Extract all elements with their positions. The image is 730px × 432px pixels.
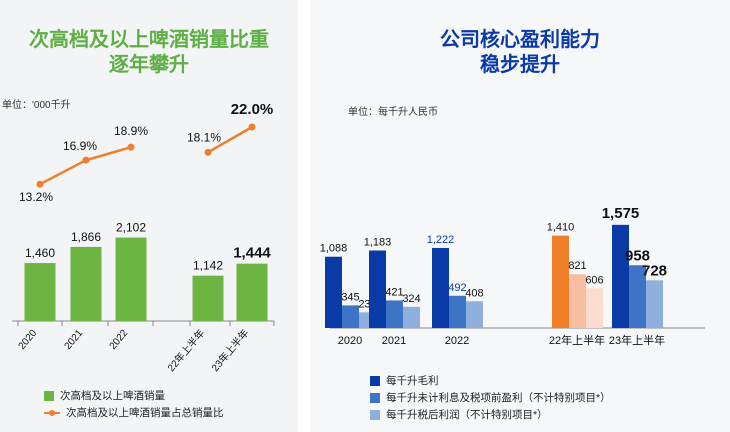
right-title-line1: 公司核心盈利能力 — [440, 29, 600, 51]
x-tick-label: 2021 — [382, 335, 406, 347]
bar-value-label: 324 — [402, 293, 420, 305]
legend-label: 次高档及以上啤酒销量 — [60, 390, 165, 402]
legend-swatch-light-blue — [370, 409, 380, 420]
bar-2021-series-2 — [403, 306, 420, 328]
bar-value-label: 1,183 — [364, 237, 392, 249]
right-panel — [310, 0, 730, 432]
bar-value-label: 1,088 — [320, 243, 348, 255]
x-tick-label: 23年上半年 — [208, 327, 251, 375]
legend-swatch-mid-blue — [370, 392, 380, 403]
line-value-label: 18.9% — [114, 124, 148, 138]
line-value-label: 16.9% — [63, 139, 97, 153]
left-legend: 次高档及以上啤酒销量 次高档及以上啤酒销量占总销量比 — [44, 387, 224, 421]
left-chart-title: 次高档及以上啤酒销量比重 逐年攀升 — [0, 28, 298, 78]
bar-value-label: 1,142 — [193, 259, 223, 273]
x-tick-label: 2021 — [63, 328, 86, 352]
right-chart: 1,08834523920201,18342132420211,22249240… — [320, 205, 705, 347]
bar-2020 — [24, 263, 56, 321]
line-value-label: 18.1% — [187, 130, 221, 144]
bar-2021-series-0 — [369, 250, 386, 328]
line-point-22年上半年 — [204, 148, 212, 156]
bar-2021 — [70, 246, 102, 321]
x-tick-label: 22年上半年 — [164, 327, 207, 375]
legend-swatch-green — [44, 390, 54, 401]
bar-2022-series-0 — [432, 247, 449, 328]
right-title-line2: 稳步提升 — [480, 54, 560, 76]
bar-22年上半年-series-1 — [569, 274, 586, 328]
legend-swatch-dark-blue — [370, 375, 380, 386]
legend-swatch-line — [44, 408, 60, 418]
bar-2022-series-2 — [466, 301, 483, 328]
line-point-2020 — [36, 180, 44, 188]
right-chart-title: 公司核心盈利能力 稳步提升 — [310, 28, 730, 78]
legend-item-line: 次高档及以上啤酒销量占总销量比 — [44, 404, 224, 421]
x-tick-label: 22年上半年 — [549, 333, 605, 347]
legend-label: 每千升税后利润（不计特别项目*） — [386, 409, 548, 421]
bar-value-label: 1,444 — [233, 245, 271, 262]
bar-value-label: 1,222 — [427, 234, 455, 246]
bar-2020-series-1 — [342, 305, 359, 328]
bar-value-label: 1,460 — [25, 246, 55, 260]
bar-value-label: 492 — [448, 282, 466, 294]
bar-value-label: 1,410 — [547, 222, 575, 234]
bar-value-label: 958 — [625, 247, 650, 264]
legend-label: 每千升毛利 — [386, 375, 439, 387]
x-tick-label: 23年上半年 — [609, 333, 665, 347]
left-title-line2: 逐年攀升 — [109, 54, 189, 76]
bar-22年上半年-series-2 — [586, 288, 603, 328]
bar-value-label: 728 — [642, 262, 667, 279]
bar-2020-series-0 — [325, 256, 342, 328]
legend-label: 每千升未计利息及税项前盈利（不计特别项目*） — [386, 392, 611, 404]
left-chart: 1,460 2020 1,866 2021 2,102 2022 1,142 22年上半年 1,… — [12, 101, 275, 375]
x-tick-label: 2020 — [17, 328, 40, 352]
bar-value-label: 1,575 — [602, 205, 640, 222]
bar-22年上半年-series-0 — [552, 235, 569, 328]
bar-23年上半年-series-1 — [629, 265, 646, 328]
line-point-23年上半年 — [248, 123, 256, 131]
bar-value-label: 345 — [341, 291, 359, 303]
line-point-2021 — [82, 156, 90, 164]
bar-23年上半年-series-2 — [646, 280, 663, 328]
x-tick-label: 2020 — [338, 335, 362, 347]
legend-item-bar: 次高档及以上啤酒销量 — [44, 387, 224, 404]
line-segment-1 — [207, 125, 253, 154]
right-legend: 每千升毛利 每千升未计利息及税项前盈利（不计特别项目*） 每千升税后利润（不计特… — [370, 372, 611, 423]
line-value-label: 22.0% — [231, 101, 274, 118]
bar-value-label: 2,102 — [116, 221, 146, 235]
bar-value-label: 421 — [385, 286, 403, 298]
left-unit-label: 单位：'000千升 — [2, 100, 71, 111]
left-title-line1: 次高档及以上啤酒销量比重 — [29, 29, 269, 51]
bar-2021-series-1 — [386, 300, 403, 328]
legend-item-gross: 每千升毛利 — [370, 372, 611, 389]
bar-value-label: 606 — [585, 274, 603, 286]
bar-2022 — [115, 237, 147, 321]
line-value-label: 13.2% — [19, 190, 53, 204]
bar-value-label: 1,866 — [71, 230, 101, 244]
x-tick-label: 2022 — [108, 328, 131, 352]
left-panel — [0, 0, 298, 432]
bar-23年上半年-series-0 — [612, 224, 629, 328]
bar-value-label: 408 — [465, 287, 483, 299]
x-tick-label: 2022 — [445, 335, 469, 347]
bar-2022-series-1 — [449, 295, 466, 328]
bar-23年上半年 — [236, 263, 268, 321]
line-point-2022 — [127, 143, 135, 151]
right-unit-label: 单位：每千升人民币 — [348, 107, 438, 118]
bar-22年上半年 — [192, 275, 224, 321]
legend-label: 次高档及以上啤酒销量占总销量比 — [66, 407, 224, 419]
legend-item-net: 每千升税后利润（不计特别项目*） — [370, 406, 611, 423]
legend-item-ebit: 每千升未计利息及税项前盈利（不计特别项目*） — [370, 389, 611, 406]
bar-value-label: 821 — [568, 260, 586, 272]
